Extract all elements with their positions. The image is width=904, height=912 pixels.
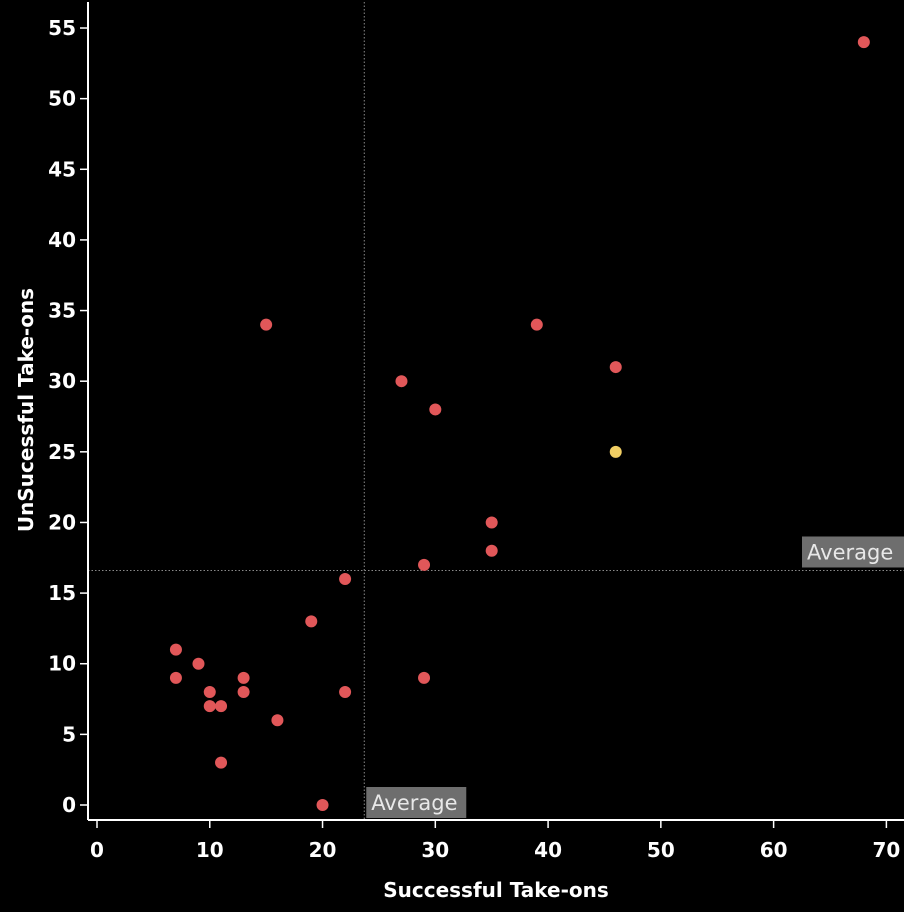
y-tick-label: 0 xyxy=(62,793,76,817)
data-point xyxy=(203,685,216,698)
data-point xyxy=(418,671,431,684)
data-point xyxy=(169,643,182,656)
x-tick-label: 40 xyxy=(534,838,562,862)
x-tick-label: 50 xyxy=(647,838,675,862)
data-point xyxy=(237,685,250,698)
data-point xyxy=(485,544,498,557)
data-point xyxy=(395,375,408,388)
y-tick-label: 45 xyxy=(48,157,76,181)
x-tick-label: 70 xyxy=(872,838,900,862)
x-tick-label: 60 xyxy=(760,838,788,862)
x-tick-label: 30 xyxy=(421,838,449,862)
y-tick-label: 30 xyxy=(48,369,76,393)
y-tick-label: 15 xyxy=(48,581,76,605)
data-point xyxy=(530,318,543,331)
y-axis-title: UnSucessful Take-ons xyxy=(14,288,38,532)
y-tick-label: 5 xyxy=(62,722,76,746)
data-point xyxy=(169,671,182,684)
data-point xyxy=(271,714,284,727)
y-ticks: 0 5 10 15 20 25 30 35 40 45 50 55 xyxy=(48,16,88,817)
x-axis-title: Successful Take-ons xyxy=(383,878,609,902)
x-tick-label: 0 xyxy=(90,838,104,862)
highlighted-data-point xyxy=(609,445,622,458)
data-points xyxy=(169,36,870,811)
y-tick-label: 25 xyxy=(48,440,76,464)
data-point xyxy=(339,685,352,698)
y-tick-label: 40 xyxy=(48,228,76,252)
axes xyxy=(87,2,904,821)
x-ticks: 0 10 20 30 40 50 60 70 xyxy=(90,820,900,862)
reference-lines: Average Average xyxy=(88,2,904,820)
y-tick-label: 50 xyxy=(48,87,76,111)
data-point xyxy=(857,36,870,49)
x-tick-label: 10 xyxy=(196,838,224,862)
data-point xyxy=(609,361,622,374)
y-average-label-bg xyxy=(802,536,904,568)
data-point xyxy=(305,615,318,628)
data-point xyxy=(485,516,498,529)
y-average-label: Average xyxy=(807,540,893,564)
data-point xyxy=(418,558,431,571)
x-average-label: Average xyxy=(371,791,457,815)
x-average-label-bg xyxy=(366,787,467,818)
y-tick-label: 20 xyxy=(48,510,76,534)
data-point xyxy=(316,799,329,811)
data-point xyxy=(215,700,228,713)
data-point xyxy=(339,572,352,585)
x-tick-label: 20 xyxy=(309,838,337,862)
y-tick-label: 55 xyxy=(48,16,76,40)
data-point xyxy=(429,403,442,416)
data-point xyxy=(237,671,250,684)
data-point xyxy=(260,318,273,331)
y-tick-label: 10 xyxy=(48,652,76,676)
data-point xyxy=(203,700,216,713)
data-point xyxy=(215,756,228,769)
y-tick-label: 35 xyxy=(48,299,76,323)
data-point xyxy=(192,657,205,670)
